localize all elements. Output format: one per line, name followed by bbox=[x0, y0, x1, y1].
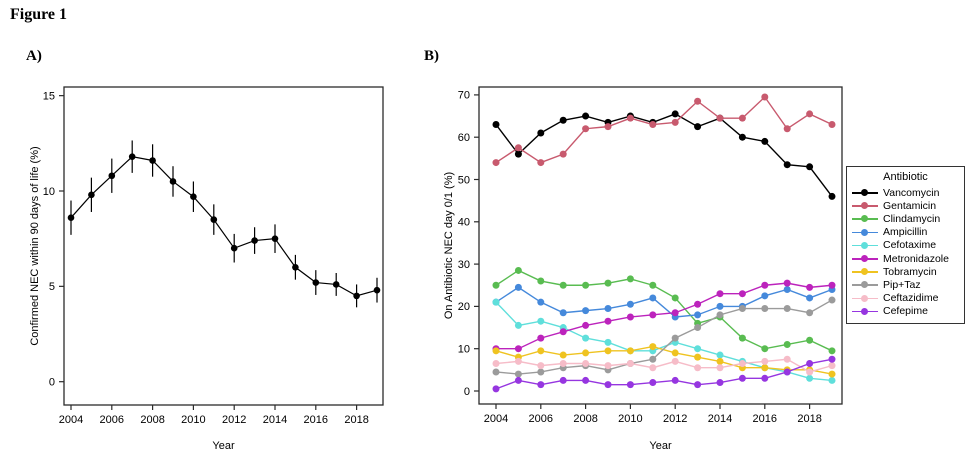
series-ampicillin bbox=[492, 283, 836, 321]
legend-swatch-icon bbox=[852, 202, 878, 210]
svg-text:2008: 2008 bbox=[140, 414, 164, 426]
plot-area-A: 0 5 10 15 2004 2006 2008 2010 2012 2014 2016 2018 Ye… bbox=[29, 86, 384, 452]
svg-text:2018: 2018 bbox=[344, 414, 368, 426]
legend-item-label: Gentamicin bbox=[883, 199, 937, 212]
series-gentamicin bbox=[492, 93, 836, 167]
antibiotic-legend: Antibiotic Vancomycin Gentamicin Clindamyc… bbox=[846, 166, 965, 324]
legend-item-label: Clindamycin bbox=[883, 212, 941, 225]
legend-item-label: Vancomycin bbox=[883, 186, 940, 199]
svg-text:15: 15 bbox=[43, 90, 55, 102]
svg-text:50: 50 bbox=[458, 174, 470, 186]
svg-text:40: 40 bbox=[458, 217, 470, 229]
legend-swatch-icon bbox=[852, 281, 878, 289]
series-metronidazole bbox=[492, 279, 836, 353]
svg-text:30: 30 bbox=[458, 259, 470, 271]
series-ceftazidime bbox=[492, 355, 836, 376]
svg-text:2004: 2004 bbox=[59, 414, 83, 426]
legend-item-pip-taz: Pip+Taz bbox=[847, 278, 964, 291]
series-confirmed-nec bbox=[67, 140, 381, 308]
figure-title: Figure 1 bbox=[10, 6, 68, 23]
legend-item-vancomycin: Vancomycin bbox=[847, 186, 964, 199]
legend-item-cefotaxime: Cefotaxime bbox=[847, 239, 964, 252]
svg-text:2008: 2008 bbox=[573, 413, 597, 425]
y-axis: 0 5 10 15 bbox=[43, 90, 64, 389]
legend-item-label: Ampicillin bbox=[883, 226, 928, 239]
x-axis: 2004 2006 2008 2010 2012 2014 2016 2018 bbox=[59, 405, 369, 426]
y-axis: 0 10 20 30 40 50 60 70 bbox=[458, 90, 479, 398]
svg-text:2004: 2004 bbox=[484, 413, 508, 425]
legend-swatch-icon bbox=[852, 307, 878, 315]
legend-swatch-icon bbox=[852, 215, 878, 223]
legend-item-gentamicin: Gentamicin bbox=[847, 199, 964, 212]
x-axis-title: Year bbox=[212, 440, 235, 452]
legend-item-label: Ceftazidime bbox=[883, 292, 939, 305]
legend-item-label: Cefotaxime bbox=[883, 239, 937, 252]
series-cefepime bbox=[492, 355, 836, 393]
legend-swatch-icon bbox=[852, 294, 878, 302]
legend-swatch-icon bbox=[852, 255, 878, 263]
legend-title: Antibiotic bbox=[883, 171, 928, 183]
legend-item-ampicillin: Ampicillin bbox=[847, 226, 964, 239]
x-axis-title: Year bbox=[649, 440, 672, 452]
legend-swatch-icon bbox=[852, 241, 878, 249]
svg-text:10: 10 bbox=[458, 344, 470, 356]
svg-text:60: 60 bbox=[458, 132, 470, 144]
svg-text:2012: 2012 bbox=[222, 414, 246, 426]
svg-text:2006: 2006 bbox=[529, 413, 553, 425]
svg-text:2016: 2016 bbox=[304, 414, 328, 426]
y-axis-title: On Antibiotic NEC day 0/1 (%) bbox=[443, 172, 455, 319]
svg-text:2018: 2018 bbox=[797, 413, 821, 425]
plot-box bbox=[478, 86, 843, 405]
x-axis: 2004 2006 2008 2010 2012 2014 2016 2018 bbox=[484, 404, 822, 425]
legend-item-label: Tobramycin bbox=[883, 265, 937, 278]
svg-text:2006: 2006 bbox=[100, 414, 124, 426]
panel-a-label: A) bbox=[26, 48, 42, 64]
svg-text:20: 20 bbox=[458, 301, 470, 313]
legend-item-metronidazole: Metronidazole bbox=[847, 252, 964, 265]
legend-item-tobramycin: Tobramycin bbox=[847, 265, 964, 278]
svg-text:10: 10 bbox=[43, 186, 55, 198]
legend-item-label: Pip+Taz bbox=[883, 278, 921, 291]
legend-item-cefepime: Cefepime bbox=[847, 305, 964, 318]
legend-rows: Vancomycin Gentamicin Clindamycin Ampicilli… bbox=[847, 186, 964, 318]
legend-item-label: Metronidazole bbox=[883, 252, 949, 265]
legend-item-clindamycin: Clindamycin bbox=[847, 212, 964, 225]
legend-swatch-icon bbox=[852, 268, 878, 276]
svg-text:2010: 2010 bbox=[181, 414, 205, 426]
panel-b-label: B) bbox=[424, 48, 439, 64]
svg-text:2010: 2010 bbox=[618, 413, 642, 425]
legend-item-ceftazidime: Ceftazidime bbox=[847, 292, 964, 305]
svg-text:2014: 2014 bbox=[708, 413, 732, 425]
legend-swatch-icon bbox=[852, 228, 878, 236]
svg-text:2016: 2016 bbox=[753, 413, 777, 425]
svg-text:0: 0 bbox=[49, 377, 55, 389]
svg-text:0: 0 bbox=[464, 386, 470, 398]
svg-text:5: 5 bbox=[49, 281, 55, 293]
svg-text:70: 70 bbox=[458, 90, 470, 102]
svg-text:2014: 2014 bbox=[263, 414, 287, 426]
legend-swatch-icon bbox=[852, 189, 878, 197]
y-axis-title: Confirmed NEC within 90 days of life (%) bbox=[29, 146, 41, 345]
legend-item-label: Cefepime bbox=[883, 305, 928, 318]
svg-text:2012: 2012 bbox=[663, 413, 687, 425]
series-clindamycin bbox=[492, 266, 836, 355]
plot-box bbox=[63, 86, 384, 406]
